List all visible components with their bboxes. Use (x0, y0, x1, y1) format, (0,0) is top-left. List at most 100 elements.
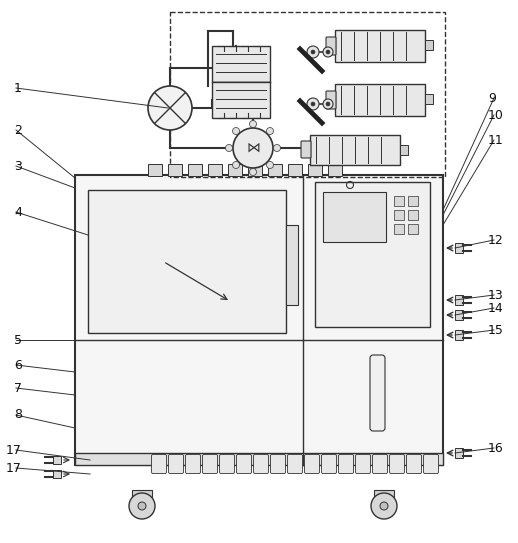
Text: 17: 17 (6, 462, 22, 475)
Bar (455, 310, 463, 320)
Bar (394, 196, 404, 206)
FancyBboxPatch shape (168, 454, 183, 473)
Text: 6: 6 (14, 358, 22, 371)
Bar (408, 196, 418, 206)
Bar (228, 164, 242, 176)
Text: 8: 8 (14, 408, 22, 421)
Bar (88, 190, 286, 333)
FancyBboxPatch shape (424, 454, 439, 473)
Bar (394, 224, 404, 234)
Bar (148, 164, 162, 176)
Bar (310, 135, 400, 165)
Circle shape (250, 168, 256, 175)
Bar (374, 490, 394, 500)
FancyBboxPatch shape (151, 454, 166, 473)
Circle shape (233, 128, 273, 168)
Bar (335, 30, 425, 62)
Bar (408, 210, 418, 220)
Circle shape (371, 493, 397, 519)
Circle shape (274, 144, 281, 151)
Bar (248, 164, 262, 176)
FancyBboxPatch shape (326, 37, 336, 55)
Circle shape (323, 99, 333, 109)
FancyBboxPatch shape (237, 454, 252, 473)
Text: 7: 7 (14, 382, 22, 395)
Bar (408, 224, 418, 234)
Bar (425, 94, 433, 104)
Circle shape (138, 502, 146, 510)
Circle shape (233, 128, 239, 135)
FancyBboxPatch shape (407, 454, 422, 473)
Bar (188, 164, 202, 176)
FancyBboxPatch shape (301, 141, 311, 158)
Bar (323, 192, 386, 242)
FancyBboxPatch shape (305, 454, 320, 473)
Text: 1: 1 (14, 81, 22, 94)
FancyBboxPatch shape (390, 454, 405, 473)
Circle shape (307, 98, 319, 110)
Bar (212, 46, 270, 82)
Text: 16: 16 (488, 441, 503, 454)
Text: 13: 13 (488, 288, 503, 301)
Text: 14: 14 (488, 301, 503, 314)
Circle shape (225, 144, 233, 151)
Circle shape (266, 128, 274, 135)
Bar (286, 225, 298, 305)
Text: 5: 5 (14, 333, 22, 346)
FancyBboxPatch shape (185, 454, 200, 473)
FancyBboxPatch shape (370, 355, 385, 431)
FancyBboxPatch shape (253, 454, 268, 473)
Bar (268, 164, 282, 176)
Bar (212, 82, 270, 118)
Bar (308, 164, 322, 176)
Circle shape (250, 121, 256, 128)
Bar (394, 210, 404, 220)
FancyBboxPatch shape (203, 454, 218, 473)
Bar (455, 243, 463, 253)
Circle shape (311, 102, 315, 106)
Circle shape (233, 161, 239, 168)
Circle shape (148, 86, 192, 130)
Text: 3: 3 (14, 160, 22, 173)
Bar (455, 330, 463, 340)
FancyBboxPatch shape (220, 454, 235, 473)
Text: 15: 15 (488, 324, 504, 337)
Text: 17: 17 (6, 444, 22, 457)
Bar (455, 295, 463, 305)
Bar (132, 490, 152, 500)
Circle shape (266, 161, 274, 168)
Bar (75, 453, 443, 465)
Bar (168, 164, 182, 176)
Bar (400, 145, 408, 155)
Bar (208, 164, 222, 176)
Text: 9: 9 (488, 92, 496, 104)
FancyBboxPatch shape (270, 454, 285, 473)
Circle shape (326, 50, 330, 54)
FancyBboxPatch shape (372, 454, 387, 473)
Bar (425, 40, 433, 50)
Bar (288, 164, 302, 176)
Text: 12: 12 (488, 233, 503, 247)
Text: 11: 11 (488, 134, 503, 147)
FancyBboxPatch shape (338, 454, 353, 473)
Circle shape (311, 50, 315, 54)
Text: 10: 10 (488, 109, 504, 122)
Circle shape (323, 47, 333, 57)
Bar (75, 175, 443, 465)
FancyBboxPatch shape (322, 454, 337, 473)
Bar (170, 12, 445, 177)
Text: 4: 4 (14, 205, 22, 218)
Circle shape (380, 502, 388, 510)
FancyBboxPatch shape (355, 454, 370, 473)
FancyBboxPatch shape (326, 91, 336, 109)
Bar (335, 84, 425, 116)
Circle shape (326, 102, 330, 106)
Bar (328, 164, 342, 176)
Circle shape (307, 46, 319, 58)
Text: $\bowtie$: $\bowtie$ (244, 141, 262, 155)
Circle shape (129, 493, 155, 519)
Bar (315, 182, 430, 327)
Bar (455, 448, 463, 458)
Text: 2: 2 (14, 123, 22, 136)
FancyBboxPatch shape (287, 454, 303, 473)
